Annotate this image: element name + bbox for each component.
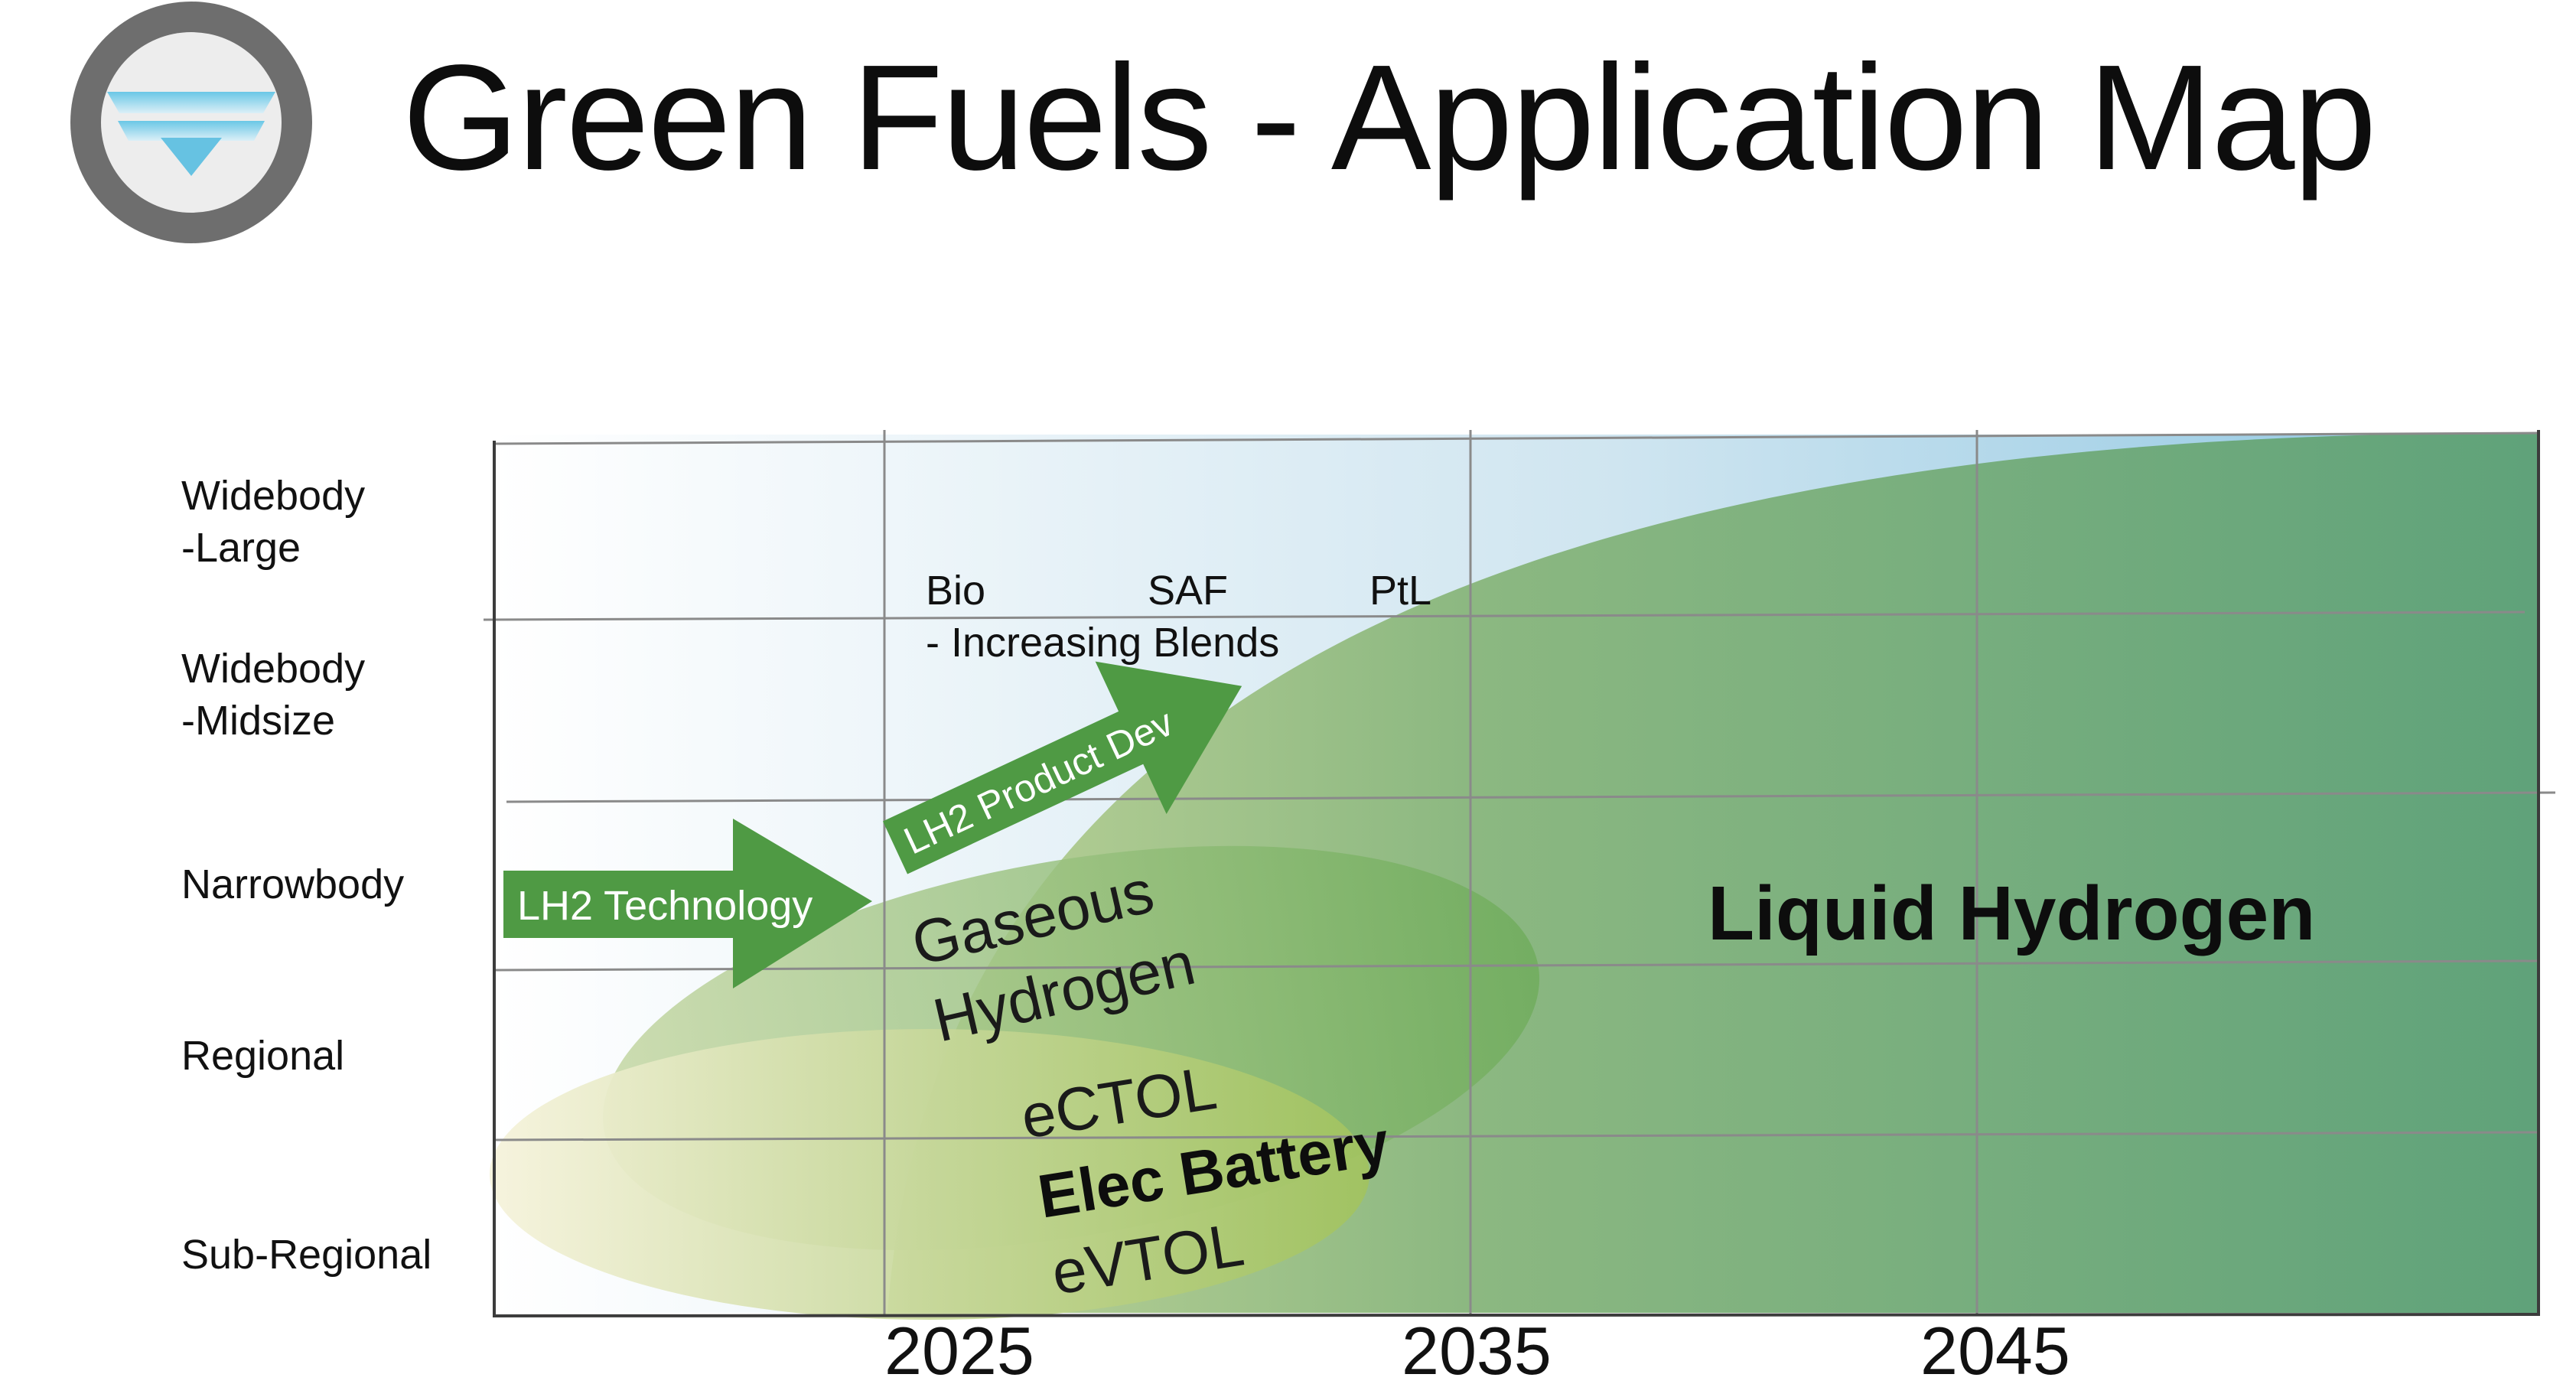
- lh2-technology-arrow: [503, 819, 872, 988]
- y-label-sub-regional: Sub-Regional: [181, 1232, 432, 1278]
- x-tick-2045: 2045: [1920, 1313, 2070, 1389]
- saf-label: SAF: [1148, 568, 1228, 614]
- page-title: Green Fuels - Application Map: [402, 34, 2376, 201]
- elec-battery-region: [490, 1029, 1369, 1320]
- y-label-widebody-midsize: Widebody -Midsize: [181, 646, 366, 744]
- lh2-product-dev-arrow: [882, 661, 1242, 874]
- y-label-regional: Regional: [181, 1033, 345, 1079]
- plot-frame: [493, 430, 2541, 1317]
- lh2-technology-label: LH2 Technology: [517, 883, 813, 929]
- y-label-widebody-large: Widebody -Large: [181, 473, 366, 571]
- logo-icon: [70, 2, 312, 243]
- grid-lines: [483, 430, 2556, 1314]
- liquid-hydrogen-label: Liquid Hydrogen: [1708, 871, 2315, 956]
- x-tick-2025: 2025: [884, 1313, 1034, 1389]
- y-label-narrowbody: Narrowbody: [181, 861, 405, 907]
- saf-blends-label: - Increasing Blends: [926, 620, 1279, 666]
- chevron-emblem-icon: [107, 92, 275, 176]
- x-tick-2035: 2035: [1402, 1313, 1552, 1389]
- saf-bio-label: Bio: [926, 568, 985, 614]
- saf-ptl-label: PtL: [1369, 568, 1431, 614]
